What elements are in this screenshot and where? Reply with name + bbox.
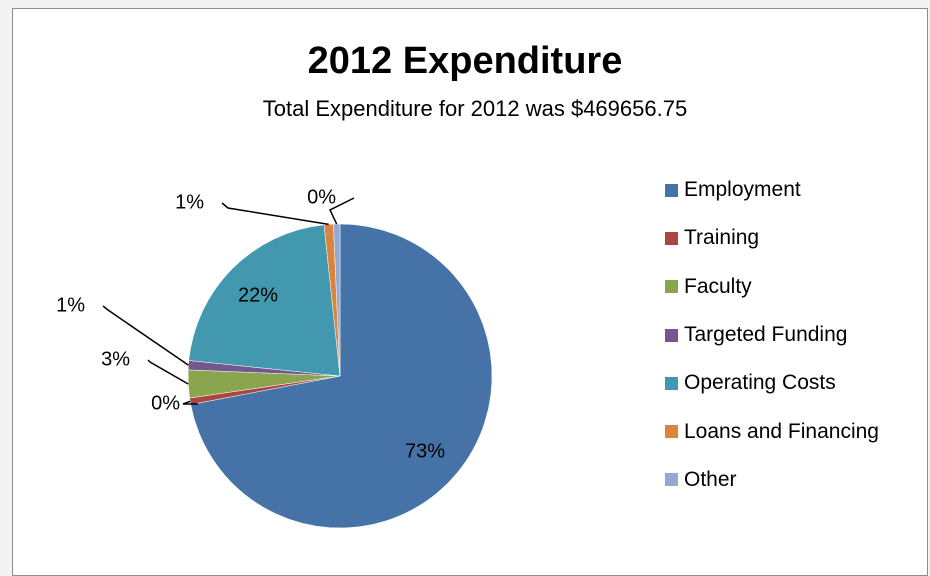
chart-legend: Employment Training Faculty Targeted Fundin… — [665, 166, 879, 504]
legend-label: Faculty — [684, 274, 752, 298]
leader-line-training — [182, 400, 198, 405]
legend-label: Targeted Funding — [684, 323, 848, 347]
data-label-employment: 73% — [405, 440, 445, 462]
data-label-training: 0% — [151, 392, 180, 414]
legend-item-other: Other — [665, 456, 879, 504]
pie-slice-other — [333, 223, 341, 377]
pie-slice-operating-costs — [188, 224, 341, 377]
legend-swatch — [665, 328, 678, 342]
data-label-faculty: 3% — [101, 348, 130, 370]
leader-line-targeted-funding — [102, 305, 189, 366]
legend-swatch — [665, 231, 678, 245]
data-label-targeted-funding: 1% — [56, 294, 85, 316]
legend-label: Loans and Financing — [684, 419, 879, 443]
leader-line-faculty — [147, 359, 189, 385]
legend-item-targeted-funding: Targeted Funding — [665, 311, 879, 359]
chart-frame — [12, 8, 928, 576]
leader-line-other — [329, 197, 355, 225]
legend-label: Operating Costs — [684, 371, 836, 395]
legend-item-employment: Employment — [665, 166, 879, 214]
legend-item-faculty: Faculty — [665, 263, 879, 311]
pie-slice-employment — [190, 223, 493, 529]
legend-label: Other — [684, 467, 737, 491]
legend-item-training: Training — [665, 214, 879, 262]
legend-label: Employment — [684, 178, 801, 202]
legend-swatch — [665, 473, 678, 487]
data-label-operating-costs: 22% — [238, 284, 278, 306]
data-label-loans-and-financing: 1% — [175, 191, 204, 213]
leader-line-loans-and-financing — [221, 202, 329, 226]
legend-item-operating-costs: Operating Costs — [665, 359, 879, 407]
legend-swatch — [665, 183, 678, 197]
legend-swatch — [665, 425, 678, 439]
chart-title: 2012 Expenditure — [307, 40, 623, 82]
data-label-other: 0% — [307, 186, 336, 208]
legend-item-loans-and-financing: Loans and Financing — [665, 407, 879, 455]
chart-subtitle: Total Expenditure for 2012 was $469656.7… — [262, 96, 688, 121]
legend-label: Training — [684, 226, 760, 250]
legend-swatch — [665, 280, 678, 294]
legend-swatch — [665, 376, 678, 390]
